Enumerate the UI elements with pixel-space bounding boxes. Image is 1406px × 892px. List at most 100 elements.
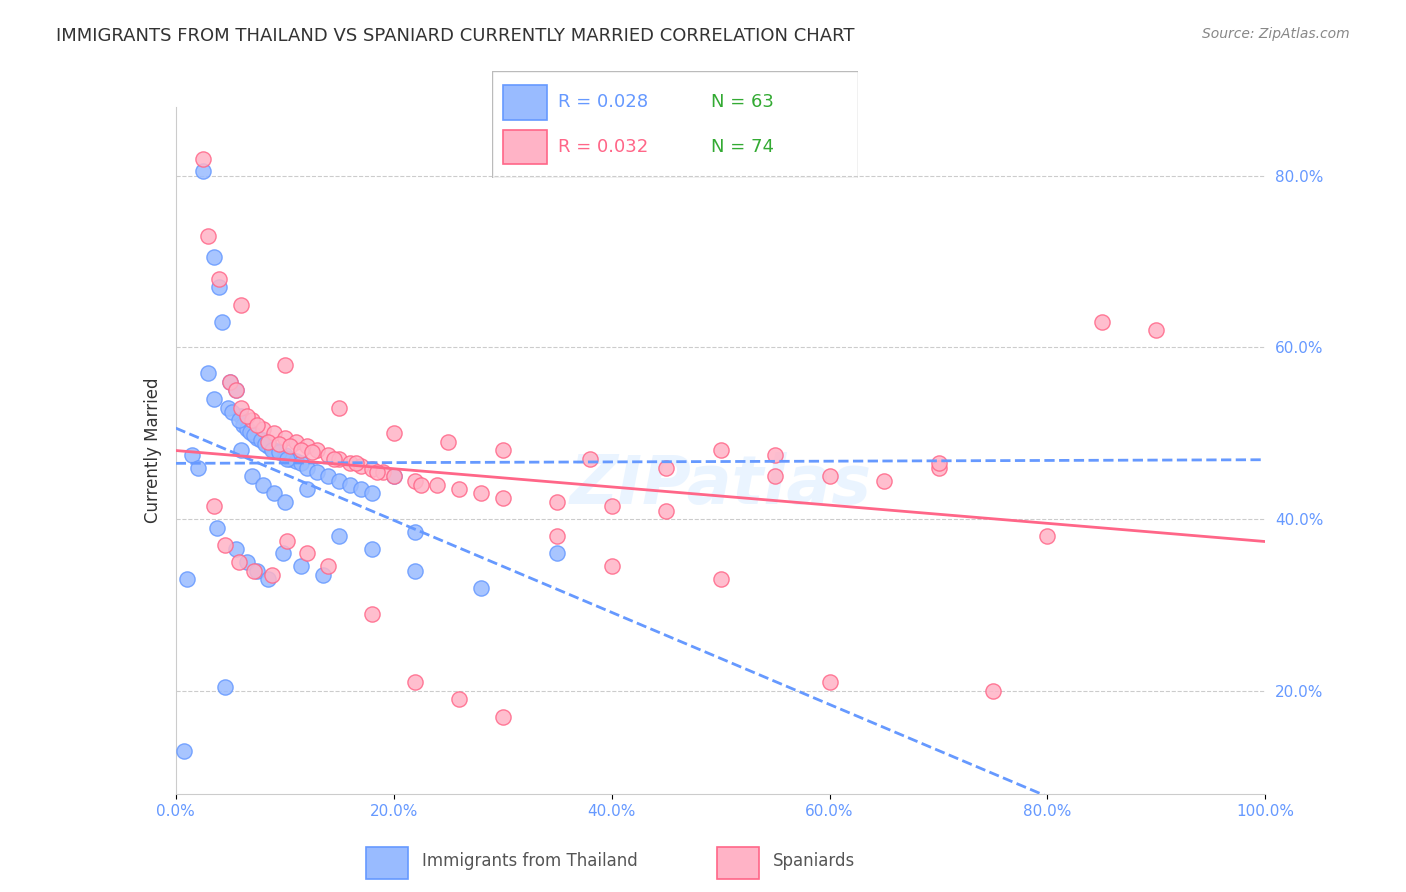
Point [492,491,515,505]
Point [240,469,263,483]
FancyBboxPatch shape [717,847,759,879]
Point [214,680,236,694]
Point [219,375,242,389]
Point [271,546,294,561]
Point [214,538,236,552]
Point [252,433,274,447]
Point [600,500,623,514]
Point [366,465,388,479]
Point [235,422,257,436]
Point [257,439,280,453]
Point [447,482,470,496]
Point [360,486,382,500]
Point [763,469,786,483]
Point [1091,315,1114,329]
Text: Immigrants from Thailand: Immigrants from Thailand [422,852,637,870]
Point [1144,323,1167,337]
Point [246,564,269,578]
Text: IMMIGRANTS FROM THAILAND VS SPANIARD CURRENTLY MARRIED CORRELATION CHART: IMMIGRANTS FROM THAILAND VS SPANIARD CUR… [56,27,855,45]
Point [228,555,250,569]
Point [360,607,382,621]
Point [360,542,382,557]
Point [405,564,427,578]
Point [655,503,678,517]
Point [231,401,253,415]
Point [295,460,318,475]
Point [225,542,247,557]
Point [328,452,350,467]
Point [318,469,340,483]
Point [225,384,247,398]
Point [263,486,285,500]
Point [235,409,257,424]
Point [186,460,209,475]
Point [710,572,733,586]
Point [211,315,233,329]
Text: Source: ZipAtlas.com: Source: ZipAtlas.com [1202,27,1350,41]
Point [181,448,204,462]
Point [371,465,394,479]
Point [274,495,297,509]
Point [246,417,269,432]
Point [208,271,231,285]
Point [219,375,242,389]
Point [260,443,283,458]
Point [278,452,301,467]
Point [350,458,373,473]
Point [284,434,307,449]
Point [307,443,329,458]
Point [295,482,318,496]
Point [382,426,405,441]
Point [318,448,340,462]
Point [546,529,568,543]
Point [276,533,298,548]
Point [232,417,254,432]
Point [328,474,350,488]
Point [546,546,568,561]
Point [257,572,280,586]
Point [284,454,307,468]
Point [240,426,263,441]
Point [290,443,312,458]
Point [197,366,219,380]
Point [470,486,492,500]
FancyBboxPatch shape [366,847,408,879]
Point [405,675,427,690]
Point [290,456,312,470]
Point [1036,529,1059,543]
Point [249,433,271,447]
Point [263,443,285,458]
Point [243,564,266,578]
Point [546,495,568,509]
Point [318,559,340,574]
Point [344,456,367,470]
Point [328,529,350,543]
Point [231,409,253,424]
Point [763,448,786,462]
Point [301,445,323,459]
FancyBboxPatch shape [503,86,547,120]
Point [202,392,225,406]
Point [447,692,470,706]
Point [221,405,243,419]
Point [208,280,231,294]
Point [409,478,432,492]
Point [243,428,266,442]
FancyBboxPatch shape [503,130,547,164]
Point [217,401,239,415]
Point [360,462,382,476]
Point [252,478,274,492]
Point [873,474,896,488]
Point [492,709,515,723]
Point [202,250,225,264]
Point [274,431,297,445]
Point [290,559,312,574]
Point [382,469,405,483]
Point [710,443,733,458]
Point [254,436,277,450]
Point [231,443,253,458]
Point [328,401,350,415]
Point [928,460,950,475]
Point [339,456,361,470]
Point [252,422,274,436]
